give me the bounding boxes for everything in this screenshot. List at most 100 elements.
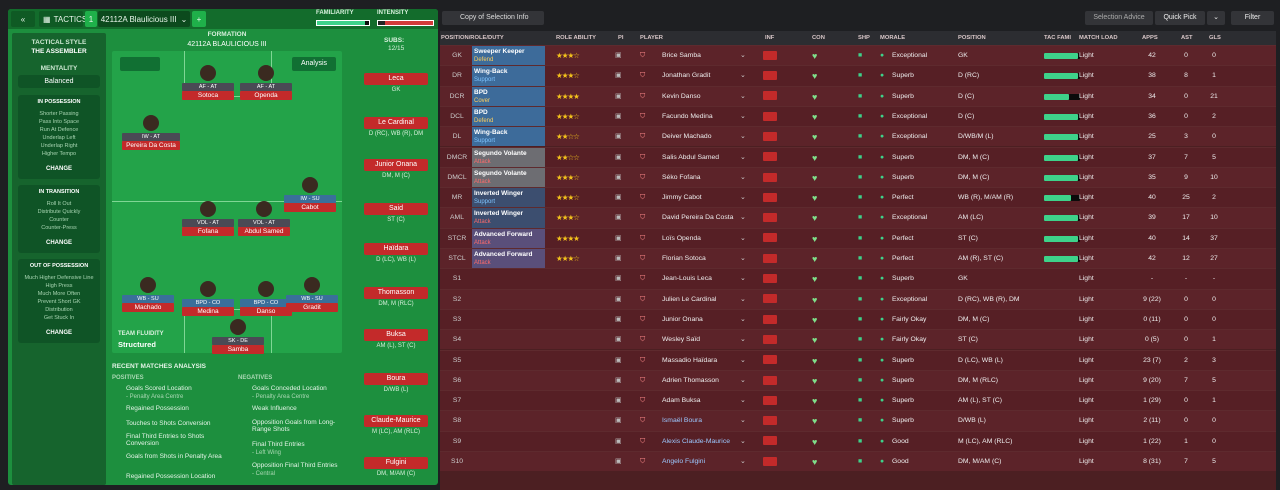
player-danso[interactable]: BPD - CO Danso [240, 281, 292, 316]
player-instructions-icon[interactable]: ▣ [615, 112, 622, 120]
chevron-down-icon[interactable]: ⌄ [740, 275, 746, 283]
sub-said[interactable]: Said ST (C) [364, 203, 428, 223]
filter-button[interactable]: Filter [1231, 11, 1274, 25]
table-row[interactable]: DR Wing-Back Support ★★★☆ ▣ ⛉ Jonathan Gradit ⌄… [440, 65, 1276, 86]
column-header[interactable]: ROLE ABILITY [556, 35, 597, 41]
analysis-button[interactable]: Analysis [292, 57, 336, 71]
column-header[interactable]: POSITION/ROLE/DUTY [441, 35, 504, 41]
table-row[interactable]: S2 ▣ ⛉ Julien Le Cardinal ⌄ ♥ ■ ● Exceptional D (… [440, 288, 1276, 309]
formation-name[interactable]: 42112A BLAULICIOUS III [187, 41, 267, 48]
player-name[interactable]: Ismaël Boura [662, 417, 703, 425]
role-duty-dropdown[interactable]: Wing-Back Support [472, 127, 545, 147]
player-instructions-icon[interactable]: ▣ [615, 173, 622, 181]
table-row[interactable]: S8 ▣ ⛉ Ismaël Boura ⌄ ♥ ■ ● Superb D/WB (L) Light 2… [440, 410, 1276, 431]
player-name[interactable]: Wesley Saïd [662, 336, 701, 344]
role-duty-dropdown[interactable]: BPD Defend [472, 106, 545, 127]
player-name[interactable]: Séko Fofana [662, 173, 701, 181]
player-cabot[interactable]: IW - SU Cabot [284, 177, 336, 212]
player-instructions-icon[interactable]: ▣ [615, 397, 622, 405]
player-sotoca[interactable]: AF - AT Sotoca [182, 65, 234, 100]
pitch-view-toggles[interactable] [120, 57, 160, 71]
player-samba[interactable]: SK - DE Samba [212, 319, 264, 354]
table-row[interactable]: DCL BPD Defend ★★★☆ ▣ ⛉ Facundo Medina ⌄ ♥ ■ ● Exce… [440, 105, 1276, 127]
sub-le-cardinal[interactable]: Le Cardinal D (RC), WB (R), DM [364, 117, 428, 137]
chevron-down-icon[interactable]: ⌄ [740, 214, 746, 222]
column-header[interactable]: PI [618, 35, 624, 41]
player-fofana[interactable]: VOL - AT Fofana [182, 201, 234, 236]
sub-claude-maurice[interactable]: Claude-Maurice M (LC), AM (RLC) [364, 415, 428, 435]
player-name[interactable]: Florian Sotoca [662, 255, 706, 262]
player-name[interactable]: Alexis Claude-Maurice [662, 437, 730, 445]
role-duty-dropdown[interactable]: Inverted Winger Attack [472, 208, 545, 228]
table-row[interactable]: S10 ▣ ⛉ Angelo Fulgini ⌄ ♥ ■ ● Good DM, M/AM (C) L… [440, 451, 1276, 472]
player-name[interactable]: Adam Buksa [662, 397, 701, 405]
player-name[interactable]: Jean-Louis Leca [662, 275, 712, 283]
chevron-down-icon[interactable]: ⌄ [740, 397, 746, 405]
player-instructions-icon[interactable]: ▣ [615, 255, 622, 262]
change-transition-button[interactable]: CHANGE [45, 240, 72, 246]
role-duty-dropdown[interactable]: Sweeper Keeper Defend [472, 46, 545, 66]
table-row[interactable]: DL Wing-Back Support ★★☆☆ ▣ ⛉ Deiver Machado ⌄ ♥… [440, 126, 1276, 147]
role-duty-dropdown[interactable]: Segundo Volante Attack [472, 147, 545, 167]
player-name[interactable]: Julien Le Cardinal [662, 295, 717, 303]
player-name[interactable]: Facundo Medina [662, 112, 713, 120]
change-out-button[interactable]: CHANGE [45, 330, 72, 336]
analysis-title[interactable]: RECENT MATCHES ANALYSIS [112, 363, 207, 370]
chevron-down-icon[interactable]: ⌄ [740, 133, 746, 141]
player-instructions-icon[interactable]: ▣ [615, 194, 622, 202]
table-row[interactable]: DCR BPD Cover ★★★★ ▣ ⛉ Kevin Danso ⌄ ♥ ■ ● Superb D … [440, 85, 1276, 106]
tactical-style-name[interactable]: THE ASSEMBLER [31, 48, 87, 55]
chevron-down-icon[interactable]: ⌄ [740, 194, 746, 202]
player-name[interactable]: Salis Abdul Samed [662, 153, 720, 161]
chevron-down-icon[interactable]: ⌄ [740, 52, 746, 59]
chevron-down-icon[interactable]: ⌄ [740, 336, 746, 344]
player-instructions-icon[interactable]: ▣ [615, 153, 622, 161]
table-row[interactable]: STCL Advanced Forward Attack ★★★☆ ▣ ⛉ Florian … [440, 248, 1276, 269]
mentality-dropdown[interactable]: Balanced [18, 75, 100, 88]
player-name[interactable]: Jonathan Gradit [662, 72, 711, 80]
role-duty-dropdown[interactable]: Wing-Back Support [472, 66, 545, 86]
player-name[interactable]: Massadio Haïdara [662, 356, 718, 364]
player-instructions-icon[interactable]: ▣ [615, 234, 622, 242]
quick-pick-chevron-icon[interactable]: ⌄ [1207, 11, 1225, 25]
table-row[interactable]: S6 ▣ ⛉ Adrien Thomasson ⌄ ♥ ■ ● Superb DM, M (RLC… [440, 369, 1276, 391]
player-instructions-icon[interactable]: ▣ [615, 458, 622, 465]
column-header[interactable]: GLS [1209, 35, 1221, 41]
player-medina[interactable]: BPD - CO Medina [182, 281, 234, 316]
player-name[interactable]: Brice Samba [662, 52, 701, 59]
chevron-down-icon[interactable]: ⌄ [740, 356, 746, 364]
table-row[interactable]: AML Inverted Winger Attack ★★★☆ ▣ ⛉ David Pere… [440, 207, 1276, 228]
player-pereira-da-costa[interactable]: IW - AT Pereira Da Costa [122, 115, 180, 150]
column-header[interactable]: APPS [1142, 35, 1158, 41]
column-header[interactable]: INF [765, 35, 775, 41]
table-row[interactable]: DMCR Segundo Volante Attack ★★☆☆ ▣ ⛉ Salis Abd… [440, 146, 1276, 167]
table-row[interactable]: STCR Advanced Forward Attack ★★★★ ▣ ⛉ Loïs Ope… [440, 227, 1276, 248]
chevron-down-icon[interactable]: ⌄ [740, 437, 746, 445]
player-name[interactable]: Jimmy Cabot [662, 194, 702, 202]
column-header[interactable]: CON [812, 35, 825, 41]
table-row[interactable]: S3 ▣ ⛉ Junior Onana ⌄ ♥ ■ ● Fairly Okay DM, M (C)… [440, 308, 1276, 330]
player-instructions-icon[interactable]: ▣ [615, 315, 622, 323]
player-name[interactable]: Deiver Machado [662, 133, 712, 141]
column-header[interactable]: TAC FAMI [1044, 35, 1071, 41]
column-header[interactable]: MATCH LOAD [1079, 35, 1118, 41]
column-header[interactable]: AST [1181, 35, 1193, 41]
sub-onana[interactable]: Junior Onana DM, M (C) [364, 159, 428, 179]
role-duty-dropdown[interactable]: Inverted Winger Support [472, 188, 545, 208]
player-gradit[interactable]: WB - SU Gradit [286, 277, 338, 312]
change-possession-button[interactable]: CHANGE [45, 166, 72, 172]
sub-leca[interactable]: Leca GK [364, 73, 428, 93]
player-instructions-icon[interactable]: ▣ [615, 133, 622, 141]
chevron-down-icon[interactable]: ⌄ [740, 72, 746, 80]
player-instructions-icon[interactable]: ▣ [615, 295, 622, 303]
player-name[interactable]: Loïs Openda [662, 234, 701, 242]
player-name[interactable]: Angelo Fulgini [662, 458, 706, 465]
chevron-down-icon[interactable]: ⌄ [740, 92, 746, 100]
add-tactic-button[interactable]: + [192, 11, 206, 27]
chevron-down-icon[interactable]: ⌄ [740, 295, 746, 303]
player-name[interactable]: David Pereira Da Costa [662, 214, 734, 222]
sub-buksa[interactable]: Buksa AM (L), ST (C) [364, 329, 428, 349]
player-name[interactable]: Junior Onana [662, 315, 703, 323]
table-row[interactable]: S9 ▣ ⛉ Alexis Claude-Maurice ⌄ ♥ ■ ● Good M (LC),… [440, 430, 1276, 451]
player-instructions-icon[interactable]: ▣ [615, 92, 622, 100]
